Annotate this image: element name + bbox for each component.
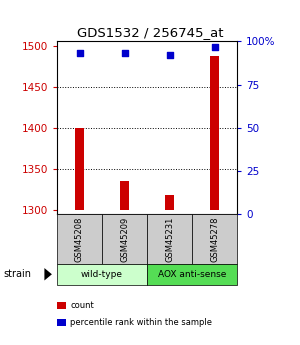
Text: AOX anti-sense: AOX anti-sense — [158, 270, 226, 279]
Bar — [166, 195, 173, 210]
Text: GDS1532 / 256745_at: GDS1532 / 256745_at — [77, 26, 223, 39]
Point — [77, 51, 82, 56]
Bar — [211, 56, 218, 210]
Bar — [76, 128, 83, 210]
Text: GSM45209: GSM45209 — [120, 216, 129, 262]
Text: GSM45231: GSM45231 — [165, 216, 174, 262]
Text: strain: strain — [3, 269, 31, 279]
Text: GSM45208: GSM45208 — [75, 216, 84, 262]
Text: GSM45278: GSM45278 — [210, 216, 219, 262]
Text: wild-type: wild-type — [81, 270, 123, 279]
Point — [212, 44, 217, 49]
Point — [122, 51, 127, 56]
Bar — [121, 181, 129, 210]
Text: count: count — [70, 301, 94, 310]
Point — [167, 52, 172, 58]
Text: percentile rank within the sample: percentile rank within the sample — [70, 318, 212, 327]
